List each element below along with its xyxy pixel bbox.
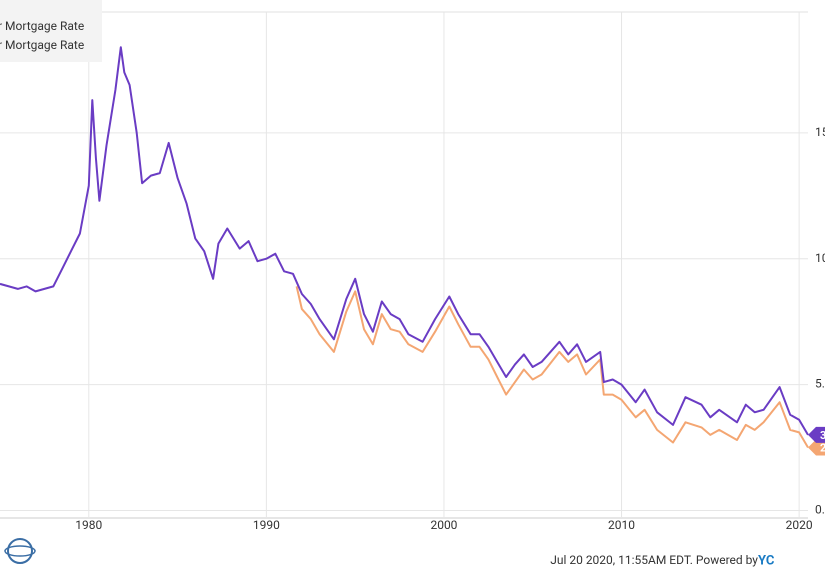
x-tick-label: 1980: [75, 518, 102, 532]
end-label: 2: [820, 441, 825, 454]
y-tick-label: 5.: [815, 377, 825, 391]
x-tick-label: 2010: [608, 518, 635, 532]
footer-text: Jul 20 2020, 11:55AM EDT. Powered by: [550, 553, 758, 567]
y-tick-label: 10: [815, 251, 825, 265]
end-label: 3: [820, 429, 825, 442]
legend-box: [0, 0, 102, 62]
series-line: [295, 286, 809, 449]
y-tick-label: 15: [815, 125, 825, 139]
footer-brand: YC: [758, 553, 775, 568]
end-label-tag: [808, 426, 825, 443]
legend-entry: r Mortgage Rate: [0, 38, 84, 52]
x-tick-label: 1990: [253, 518, 280, 532]
grid: [0, 12, 808, 518]
series-line: [0, 46, 809, 436]
end-label-tag: [808, 439, 825, 456]
y-tick-label: 0.: [815, 503, 825, 517]
logo: [4, 538, 36, 564]
lines: [0, 46, 809, 449]
x-tick-label: 2000: [430, 518, 457, 532]
x-tick-label: 2020: [786, 518, 813, 532]
legend-entry: r Mortgage Rate: [0, 19, 84, 33]
